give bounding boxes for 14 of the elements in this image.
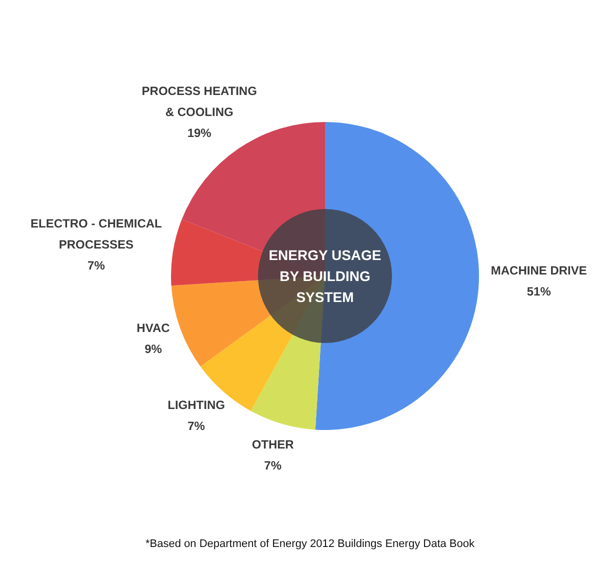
data-label: 19%: [187, 126, 212, 140]
data-label: 7%: [88, 258, 106, 272]
slice-label: MACHINE DRIVE: [490, 264, 587, 278]
data-label: 9%: [144, 342, 162, 356]
data-label: 51%: [526, 284, 552, 299]
slice-label: LIGHTING: [168, 398, 225, 412]
data-label: 7%: [188, 419, 206, 434]
slice-label: PROCESS HEATING & COOLING: [142, 84, 257, 119]
slice-label: OTHER: [252, 437, 294, 452]
slice-label: ELECTRO - CHEMICAL PROCESSES: [30, 216, 162, 252]
text: *Based on Department of Energy 2012 Buildings Energy Data Book: [146, 538, 475, 550]
text: ENERGY USAGE BY BUILDING SYSTEM: [268, 246, 382, 306]
data-label: 7%: [264, 458, 282, 472]
slice-label: HVAC: [136, 321, 170, 336]
